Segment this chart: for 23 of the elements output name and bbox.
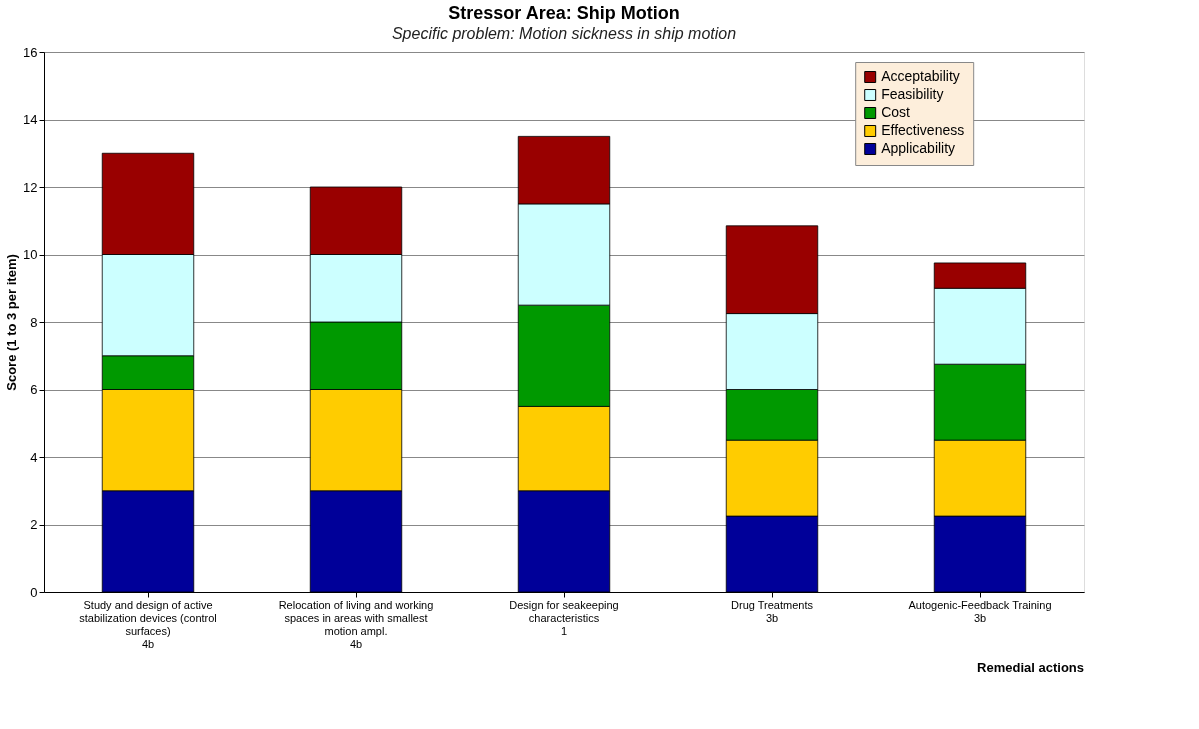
legend-label: Feasibility	[881, 86, 944, 102]
y-tick-label: 8	[30, 314, 38, 330]
y-tick-label: 10	[23, 247, 38, 262]
y-tick-label: 16	[23, 44, 38, 60]
y-tick-label: 4	[30, 449, 38, 465]
y-tick-label: 14	[23, 112, 38, 127]
legend-label: Cost	[881, 104, 911, 120]
legend-label: Applicability	[881, 140, 956, 156]
legend-label: Effectiveness	[881, 122, 965, 138]
chart-title: Stressor Area: Ship Motion	[448, 3, 680, 23]
x-axis-title: Remedial actions	[977, 660, 1084, 675]
x-tick-label: Design for seakeeping characteristics 1	[509, 598, 619, 637]
x-tick-label: Relocation of living and working spaces in areas with smallest motion ampl. 4b	[278, 598, 434, 650]
y-axis-title: Score (1 to 3 per item)	[4, 254, 20, 391]
legend-label: Acceptability	[881, 68, 960, 84]
y-tick-label: 0	[30, 584, 38, 600]
y-tick-label: 2	[30, 517, 38, 532]
x-tick-label: Drug Treatments 3b	[731, 598, 814, 624]
y-tick-label: 12	[23, 179, 38, 195]
x-tick-label: Study and design of active stabilization devices (control surfaces) 4b	[79, 598, 217, 650]
chart-subtitle: Specific problem: Motion sickness in ship motion	[391, 25, 737, 42]
y-tick-label: 6	[30, 382, 38, 397]
x-tick-label: Autogenic-Feedback Training 3b	[908, 598, 1052, 624]
